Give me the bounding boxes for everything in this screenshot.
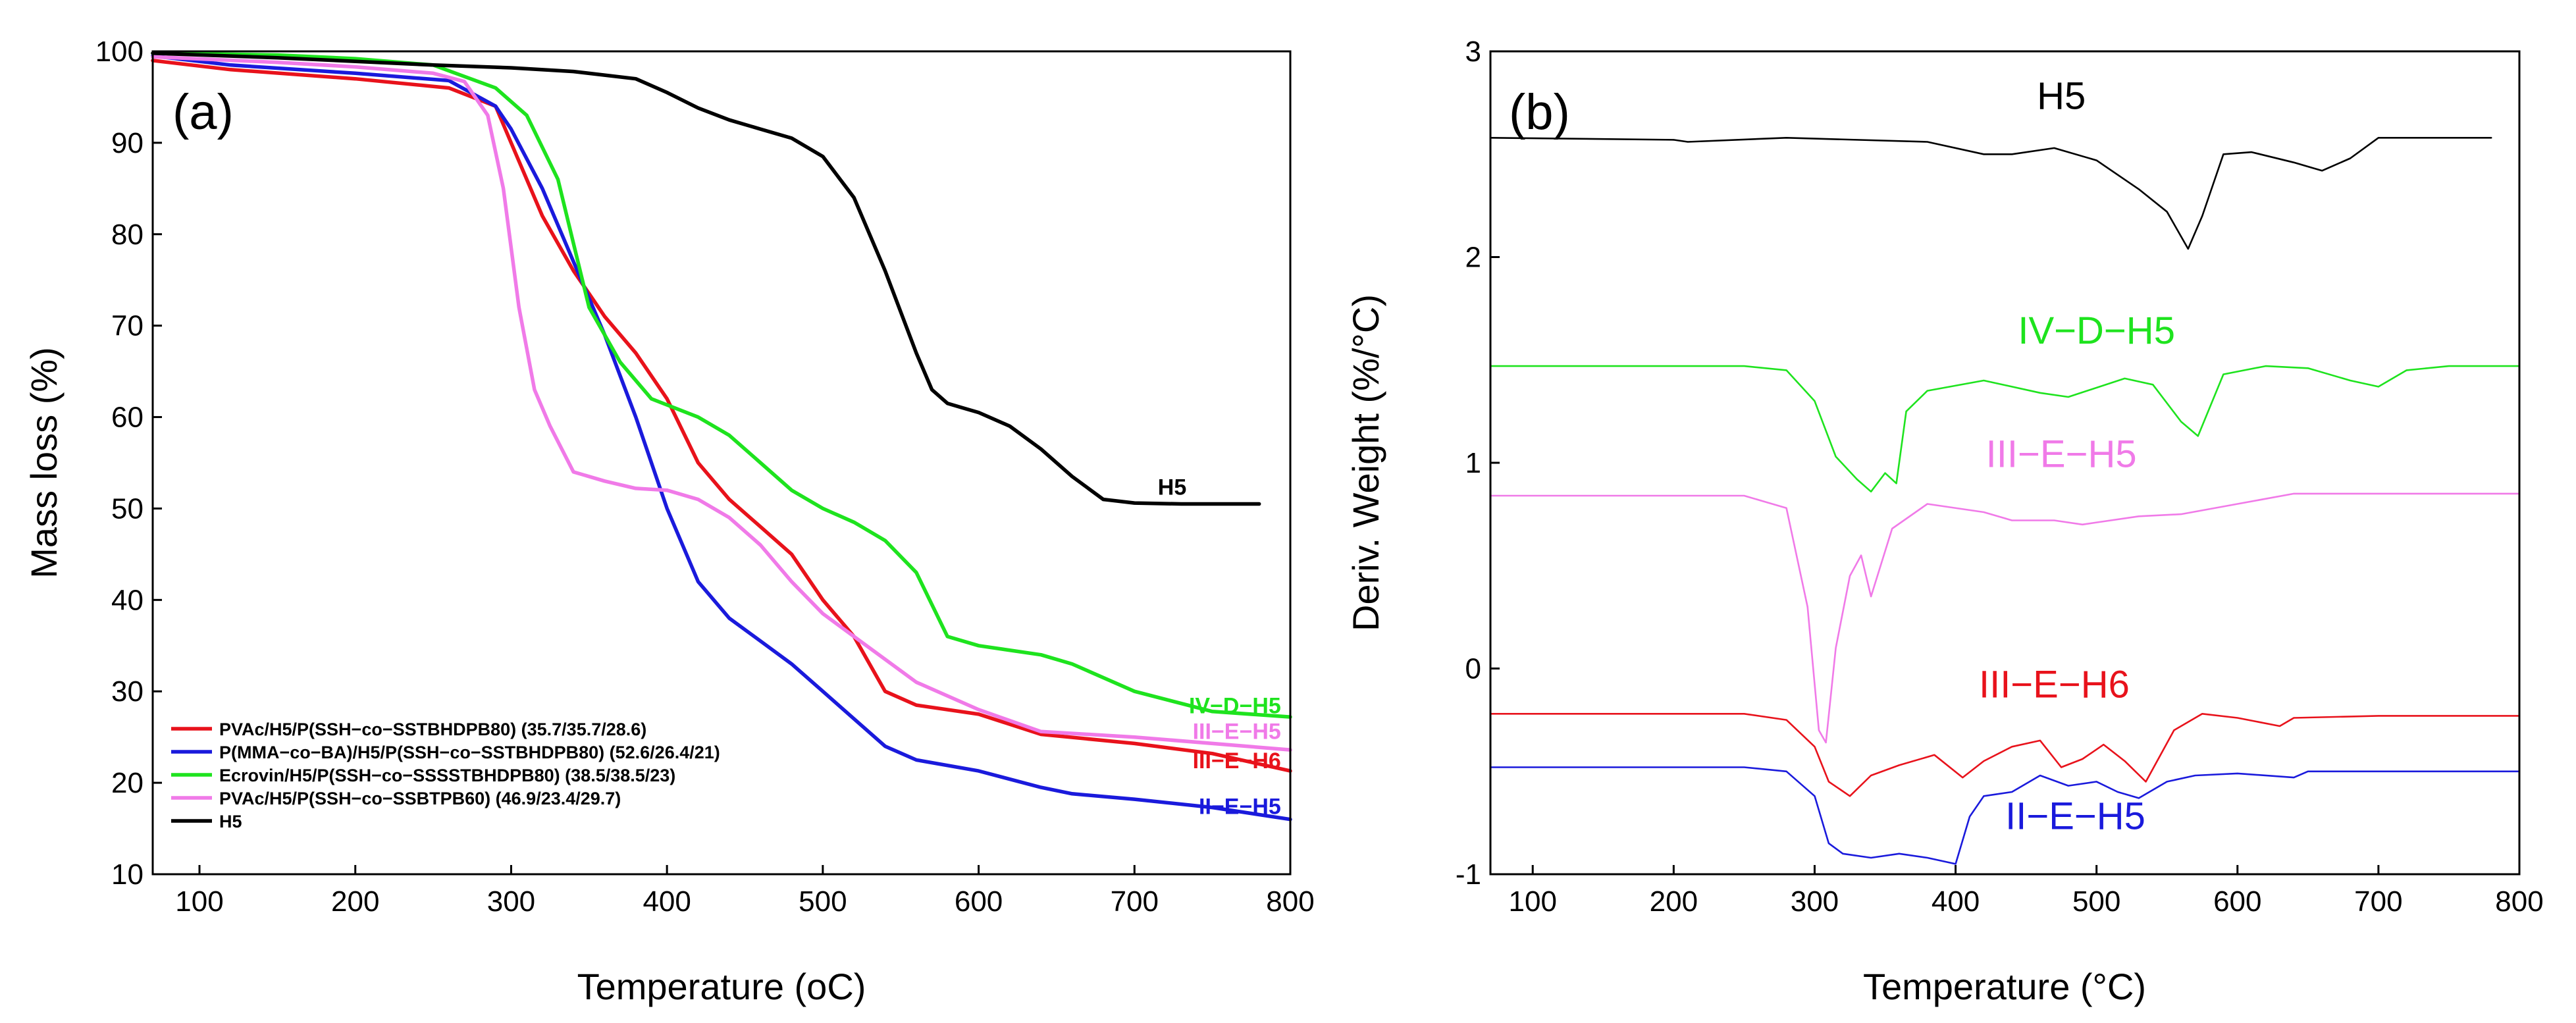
y-tick-label: 30: [111, 675, 144, 708]
x-tick-label: 700: [1111, 885, 1159, 918]
y-tick-label: 40: [111, 584, 144, 616]
x-tick-label: 600: [2213, 885, 2261, 918]
panel-a-label: (a): [172, 84, 234, 140]
x-tick-label: 800: [1266, 885, 1314, 918]
y-tick-label: 50: [111, 492, 144, 525]
x-tick-label: 100: [1509, 885, 1557, 918]
panel-b-series-line-4: [1489, 766, 2521, 865]
y-tick-label: 70: [111, 310, 144, 342]
y-tick-label: 100: [95, 36, 144, 68]
x-tick-label: 100: [175, 885, 223, 918]
panel-b-ylabel: Deriv. Weight (%/°C): [1345, 294, 1386, 631]
series-end-label: H5: [1158, 475, 1186, 500]
panel-a-ylabel: Mass loss (%): [23, 347, 65, 579]
y-tick-label: 60: [111, 402, 144, 434]
series-end-label: IV−D−H5: [1189, 694, 1281, 719]
legend-entry: PVAc/H5/P(SSH−co−SSTBHDPB80) (35.7/35.7/…: [219, 720, 646, 739]
y-tick-label: 3: [1465, 36, 1481, 68]
panel-b-axes: 100 200 300 400 500 600 700 800 -1 0 1 2 3: [1456, 36, 2544, 918]
y-tick-label: 1: [1465, 447, 1481, 479]
panel-a-legend: PVAc/H5/P(SSH−co−SSTBHDPB80) (35.7/35.7/…: [171, 720, 720, 831]
panel-b-series-line-0: [1489, 137, 2492, 250]
x-tick-label: 400: [1932, 885, 1980, 918]
panel-a-series-line-3: [151, 55, 1292, 752]
panel-a-tga: 100 200 300 400 500 600 700 800 10 20 30 40 50 60 70 80…: [23, 36, 1315, 1007]
x-tick-label: 200: [1650, 885, 1698, 918]
panel-b-series-line-3: [1489, 713, 2521, 797]
panel-a-frame: [151, 50, 1292, 876]
panel-a-curves: [151, 51, 1292, 822]
panel-b-annotations: H5 IV−D−H5 III−E−H5 III−E−H6 II−E−H5: [1979, 75, 2175, 838]
y-tick-label: 80: [111, 219, 144, 251]
series-annotation: H5: [2037, 75, 2086, 118]
x-tick-label: 600: [955, 885, 1003, 918]
y-tick-label: 10: [111, 858, 144, 891]
panel-a-series-line-2: [151, 51, 1292, 719]
panel-b-label: (b): [1509, 84, 1570, 140]
legend-entry: P(MMA−co−BA)/H5/P(SSH−co−SSTBHDPB80) (52…: [219, 743, 720, 762]
panel-a-series-line-0: [151, 59, 1292, 773]
y-tick-label: 20: [111, 767, 144, 799]
series-annotation: IV−D−H5: [2018, 309, 2175, 352]
series-annotation: III−E−H6: [1979, 663, 2130, 706]
panel-a-series-line-4: [151, 51, 1261, 506]
x-tick-label: 500: [799, 885, 847, 918]
y-tick-label: 90: [111, 127, 144, 159]
panel-b-series-line-2: [1489, 492, 2521, 744]
legend-entry: H5: [219, 812, 242, 831]
panel-b-xlabel: Temperature (°C): [1863, 966, 2146, 1007]
x-tick-label: 200: [331, 885, 379, 918]
y-tick-label: 0: [1465, 653, 1481, 685]
series-end-label: II−E−H5: [1199, 794, 1281, 819]
x-tick-label: 300: [487, 885, 535, 918]
panel-b-series-line-1: [1489, 365, 2521, 493]
x-tick-label: 500: [2072, 885, 2120, 918]
legend-entry: Ecrovin/H5/P(SSH−co−SSSSTBHDPB80) (38.5/…: [219, 766, 675, 785]
x-tick-label: 800: [2495, 885, 2543, 918]
panel-b-curves: [1489, 137, 2521, 865]
panel-a-xlabel: Temperature (oC): [577, 966, 866, 1007]
y-tick-label: 2: [1465, 242, 1481, 274]
series-annotation: III−E−H5: [1986, 433, 2137, 475]
x-tick-label: 700: [2354, 885, 2402, 918]
series-end-label: III−E−H5: [1193, 719, 1281, 744]
series-end-label: III−E−H6: [1193, 748, 1281, 774]
legend-entry: PVAc/H5/P(SSH−co−SSBTPB60) (46.9/23.4/29…: [219, 789, 621, 808]
series-annotation: II−E−H5: [2005, 795, 2145, 837]
x-tick-label: 400: [643, 885, 691, 918]
panel-a-series-line-1: [151, 54, 1292, 822]
y-tick-label: -1: [1456, 858, 1481, 891]
x-tick-label: 300: [1791, 885, 1839, 918]
panel-b-dtg: 100 200 300 400 500 600 700 800 -1 0 1 2 3 (b) Deriv…: [1345, 36, 2544, 1007]
panel-a-axes: 100 200 300 400 500 600 700 800 10 20 30 40 50 60 70 80…: [95, 36, 1315, 918]
